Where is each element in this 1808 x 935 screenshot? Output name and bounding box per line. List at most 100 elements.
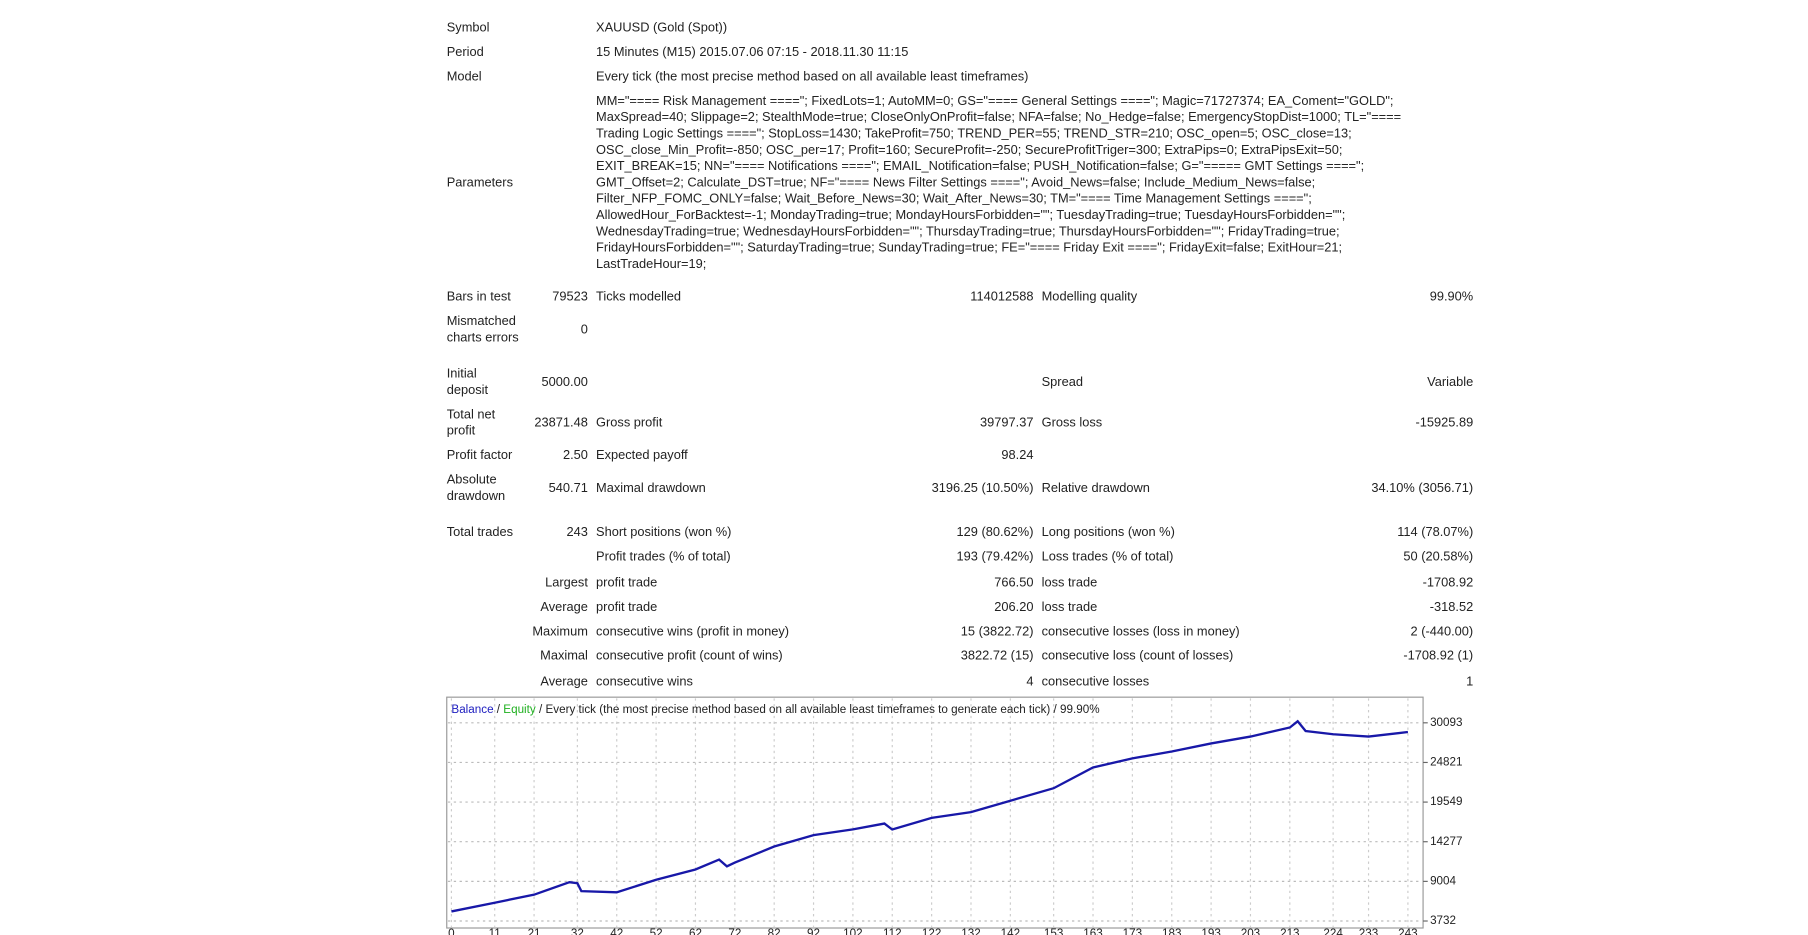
- stat-value: 193 (79.42%): [957, 549, 1034, 564]
- x-tick-label: 142: [1001, 927, 1020, 935]
- x-tick-label: 0: [448, 927, 455, 935]
- parameter-line: Filter_NFP_FOMC_ONLY=false; Wait_Before_…: [596, 191, 1312, 206]
- x-tick-label: 102: [843, 927, 862, 935]
- stat-value: 2.50: [563, 447, 588, 462]
- stat-value: 79523: [552, 289, 588, 304]
- legend-part: Balance: [451, 703, 493, 716]
- stat-label: consecutive profit (count of wins): [596, 648, 783, 663]
- x-tick-label: 72: [728, 927, 741, 935]
- stat-value: -1708.92 (1): [1403, 648, 1473, 663]
- stat-value: 98.24: [1001, 447, 1033, 462]
- stat-label: consecutive losses: [1042, 673, 1150, 688]
- stat-value: 540.71: [549, 480, 588, 495]
- parameter-line: MM="==== Risk Management ===="; FixedLot…: [596, 93, 1393, 108]
- stat-label: Modelling quality: [1042, 289, 1138, 304]
- stat-label: Initial: [447, 366, 477, 381]
- legend-part: 99.90%: [1060, 703, 1100, 716]
- parameter-line: EXIT_BREAK=15; NN="==== Notifications ==…: [596, 158, 1364, 173]
- stat-label: Average: [540, 599, 588, 614]
- stat-label: Long positions (won %): [1042, 524, 1175, 539]
- field-label: Symbol: [447, 19, 490, 34]
- field-value: 15 Minutes (M15) 2015.07.06 07:15 - 2018…: [596, 44, 908, 59]
- chart-legend: Balance / Equity / Every tick (the most …: [451, 703, 1099, 716]
- x-tick-label: 42: [610, 927, 623, 935]
- x-tick-label: 213: [1280, 927, 1299, 935]
- stat-label: loss trade: [1042, 574, 1098, 589]
- stat-value: 1: [1466, 673, 1473, 688]
- stat-label: Maximal: [540, 648, 588, 663]
- stat-label: consecutive wins: [596, 673, 693, 688]
- legend-part: Every tick (the most precise method base…: [545, 703, 1050, 716]
- y-tick-label: 14277: [1430, 835, 1462, 848]
- stat-value: 23871.48: [534, 415, 587, 430]
- parameter-line: Trading Logic Settings ===="; StopLoss=1…: [596, 125, 1352, 140]
- parameter-line: FridayHoursForbidden=""; SaturdayTrading…: [596, 240, 1342, 255]
- stat-label: Profit trades (% of total): [596, 549, 731, 564]
- stat-value: 2 (-440.00): [1411, 623, 1474, 638]
- y-tick-label: 3732: [1430, 914, 1456, 927]
- stat-label: Relative drawdown: [1042, 480, 1150, 495]
- field-label: Model: [447, 68, 482, 83]
- stat-value: 114012588: [970, 289, 1033, 304]
- stat-label: Total net: [447, 406, 496, 421]
- parameter-line: OSC_close_Min_Profit=-850; OSC_per=17; P…: [596, 142, 1342, 157]
- stat-value: 99.90%: [1430, 289, 1473, 304]
- x-tick-label: 203: [1241, 927, 1260, 935]
- legend-part: /: [497, 703, 501, 716]
- y-tick-label: 19549: [1430, 795, 1462, 808]
- stat-value: 34.10% (3056.71): [1371, 480, 1473, 495]
- x-tick-label: 52: [650, 927, 663, 935]
- stat-label: consecutive wins (profit in money): [596, 623, 789, 638]
- stat-label: Ticks modelled: [596, 289, 681, 304]
- stat-label: Short positions (won %): [596, 524, 731, 539]
- stat-label: Largest: [545, 574, 588, 589]
- x-tick-label: 224: [1323, 927, 1343, 935]
- x-tick-label: 92: [807, 927, 820, 935]
- x-tick-label: 173: [1123, 927, 1142, 935]
- stat-label: drawdown: [447, 488, 505, 503]
- stat-value: 0: [581, 321, 588, 336]
- legend-part: /: [539, 703, 543, 716]
- stat-label: Bars in test: [447, 289, 512, 304]
- stat-label: Gross loss: [1042, 415, 1103, 430]
- x-tick-label: 112: [883, 927, 902, 935]
- field-label: Period: [447, 44, 484, 59]
- x-tick-label: 122: [922, 927, 941, 935]
- stat-value: 3822.72 (15): [961, 648, 1034, 663]
- stat-label: Absolute: [447, 472, 497, 487]
- stat-value: 15 (3822.72): [961, 623, 1034, 638]
- balance-line: [451, 719, 1409, 913]
- parameter-line: MaxSpread=40; Slippage=2; StealthMode=tr…: [596, 109, 1401, 124]
- stat-label: Total trades: [447, 524, 513, 539]
- stat-label: charts errors: [447, 329, 519, 344]
- stat-label: consecutive losses (loss in money): [1042, 623, 1240, 638]
- x-tick-label: 132: [961, 927, 980, 935]
- parameter-line: AllowedHour_ForBacktest=-1; MondayTradin…: [596, 207, 1345, 222]
- stat-value: 39797.37: [980, 415, 1033, 430]
- x-tick-label: 32: [571, 927, 584, 935]
- parameter-line: GMT_Offset=2; Calculate_DST=true; NF="==…: [596, 174, 1315, 189]
- stat-value: 4: [1026, 673, 1033, 688]
- field-value: Every tick (the most precise method base…: [596, 68, 1028, 83]
- stat-value: -1708.92: [1423, 574, 1474, 589]
- stat-label: loss trade: [1042, 599, 1098, 614]
- legend-part: Equity: [503, 703, 536, 716]
- stat-label: Loss trades (% of total): [1042, 549, 1174, 564]
- y-tick-label: 9004: [1430, 874, 1456, 887]
- stat-label: Maximal drawdown: [596, 480, 706, 495]
- stat-label: Profit factor: [447, 447, 513, 462]
- stat-value: 206.20: [994, 599, 1033, 614]
- x-tick-label: 62: [689, 927, 702, 935]
- field-label: Parameters: [447, 174, 513, 189]
- parameter-line: WednesdayTrading=true; WednesdayHoursFor…: [596, 223, 1340, 238]
- stat-label: profit trade: [596, 599, 657, 614]
- y-tick-label: 24821: [1430, 756, 1462, 769]
- field-value: XAUUSD (Gold (Spot)): [596, 19, 727, 34]
- x-tick-label: 153: [1044, 927, 1063, 935]
- x-tick-label: 11: [489, 927, 501, 935]
- stat-label: Maximum: [532, 623, 588, 638]
- x-tick-label: 243: [1398, 927, 1417, 935]
- stat-value: 243: [566, 524, 587, 539]
- stat-label: profit trade: [596, 574, 657, 589]
